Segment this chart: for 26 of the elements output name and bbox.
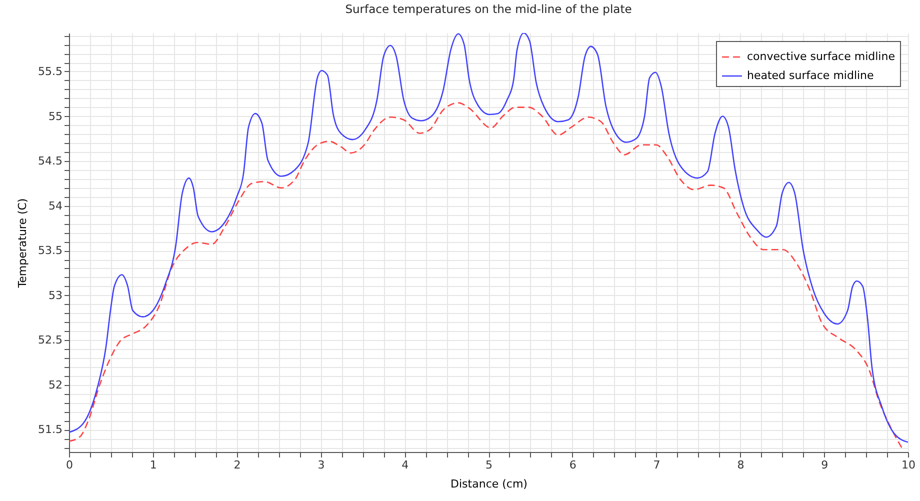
y-tick-label: 55 bbox=[48, 110, 62, 123]
x-tick-label: 4 bbox=[402, 458, 409, 472]
y-tick-label: 51.5 bbox=[38, 423, 62, 436]
y-axis-title: Temperature (C) bbox=[16, 198, 30, 289]
legend-label: convective surface midline bbox=[747, 50, 896, 63]
x-tick-label: 5 bbox=[486, 458, 492, 472]
x-tick-label: 1 bbox=[150, 458, 157, 472]
x-tick-label: 6 bbox=[569, 458, 576, 472]
y-tick-label: 53.5 bbox=[38, 244, 62, 258]
y-tick-label: 54.5 bbox=[38, 154, 62, 168]
x-tick-label: 3 bbox=[318, 458, 325, 472]
y-tick-label: 52.5 bbox=[38, 334, 62, 347]
chart-title: Surface temperatures on the mid-line of the plate bbox=[345, 2, 632, 16]
y-tick-label: 53 bbox=[48, 288, 62, 302]
y-tick-label: 54 bbox=[48, 199, 62, 212]
y-tick-label: 55.5 bbox=[38, 65, 62, 78]
x-tick-label: 8 bbox=[737, 458, 744, 472]
y-tick-label: 52 bbox=[48, 378, 62, 392]
x-tick-label: 0 bbox=[66, 458, 73, 472]
x-tick-label: 2 bbox=[234, 458, 241, 472]
x-tick-label: 10 bbox=[902, 458, 916, 472]
x-tick-label: 7 bbox=[653, 458, 660, 472]
line-series bbox=[69, 102, 903, 450]
x-axis-title: Distance (cm) bbox=[450, 478, 528, 490]
x-tick-label: 9 bbox=[821, 458, 828, 472]
legend-label: heated surface midline bbox=[747, 69, 874, 82]
